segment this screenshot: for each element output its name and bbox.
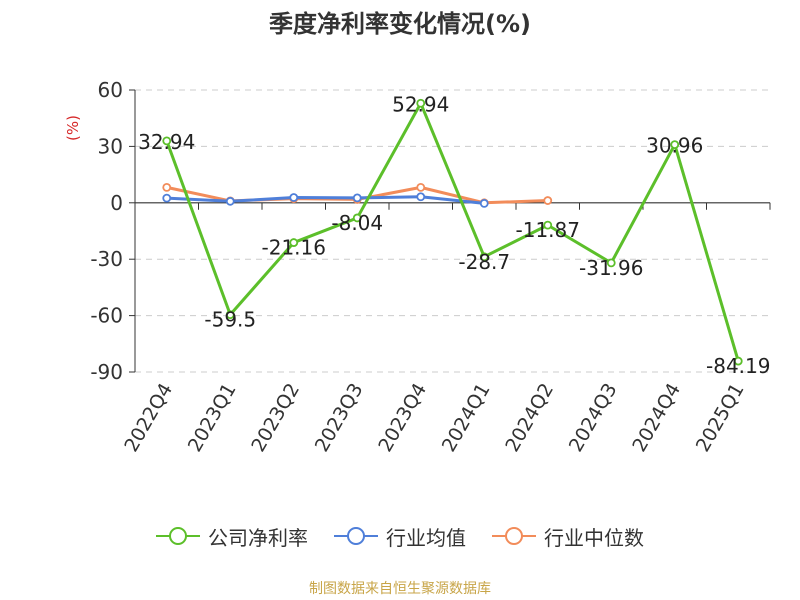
data-label-7: -31.96	[579, 256, 643, 280]
data-label-5: -28.7	[458, 250, 510, 274]
point-s0-3	[352, 213, 362, 223]
legend: 公司净利率 行业均值 行业中位数	[0, 518, 800, 554]
point-s0-4	[416, 98, 426, 108]
y-tick-label-5: -90	[90, 360, 123, 384]
data-label-2: -21.16	[262, 236, 326, 260]
point-s1-1	[225, 196, 235, 206]
data-source-note: 制图数据来自恒生聚源数据库	[309, 581, 491, 597]
point-s2-6	[543, 196, 553, 205]
legend-item-industry-mean[interactable]: 行业均值	[334, 522, 466, 551]
x-tick-label-2023Q2: 2023Q2	[247, 380, 304, 456]
x-tick-label-2023Q1: 2023Q1	[184, 380, 241, 456]
point-s0-1	[225, 310, 235, 320]
x-tick-label-2025Q1: 2025Q1	[692, 380, 749, 456]
legend-item-industry-median[interactable]: 行业中位数	[492, 522, 644, 551]
x-tick-label-2023Q3: 2023Q3	[311, 380, 368, 456]
x-tick-label-2024Q3: 2024Q3	[565, 380, 622, 456]
y-tick-label-2: 0	[110, 191, 123, 215]
y-axis-label: (%)	[64, 115, 82, 141]
point-s0-5	[479, 252, 489, 262]
point-s1-0	[162, 193, 172, 203]
point-s0-0	[162, 136, 172, 146]
point-s1-4	[416, 192, 426, 202]
series-line-1	[166, 195, 485, 205]
legend-item-company[interactable]: 公司净利率	[156, 522, 308, 551]
data-label-4: 52.94	[392, 92, 449, 116]
y-tick-label-1: 30	[98, 134, 123, 158]
x-tick-label-2022Q4: 2022Q4	[120, 380, 177, 456]
x-tick-label-2024Q2: 2024Q2	[501, 380, 558, 456]
legend-label-company: 公司净利率	[208, 525, 308, 550]
point-s1-3	[352, 193, 362, 203]
legend-label-industry-mean: 行业均值	[386, 525, 466, 550]
x-tick-label-2024Q4: 2024Q4	[628, 380, 685, 456]
point-s1-2	[289, 193, 299, 202]
y-tick-label-0: 60	[98, 78, 123, 102]
data-label-6: -11.87	[516, 218, 580, 242]
point-s2-0	[162, 182, 172, 192]
series-line-0	[165, 101, 740, 362]
data-label-3: -8.04	[331, 211, 383, 235]
point-s0-9	[733, 356, 743, 366]
chart-title: 季度净利率变化情况(%)	[269, 10, 531, 38]
x-tick-label-2024Q1: 2024Q1	[438, 380, 495, 456]
point-s0-8	[670, 140, 680, 149]
point-s1-5	[479, 198, 489, 208]
data-label-8: 30.96	[646, 134, 703, 158]
data-label-0: 32.94	[138, 130, 195, 154]
data-label-1: -59.5	[204, 308, 256, 332]
legend-marker-industry-median	[492, 527, 536, 545]
point-s0-7	[606, 258, 616, 268]
y-tick-label-3: -30	[90, 247, 123, 271]
point-s0-6	[543, 220, 553, 230]
legend-marker-company	[156, 527, 200, 545]
point-s2-4	[416, 182, 426, 192]
x-tick-label-2023Q4: 2023Q4	[374, 380, 431, 456]
point-s0-2	[289, 238, 299, 247]
y-tick-label-4: -60	[90, 304, 123, 328]
legend-marker-industry-mean	[334, 527, 378, 545]
data-label-9: -84.19	[706, 354, 770, 378]
legend-label-industry-median: 行业中位数	[544, 525, 644, 550]
